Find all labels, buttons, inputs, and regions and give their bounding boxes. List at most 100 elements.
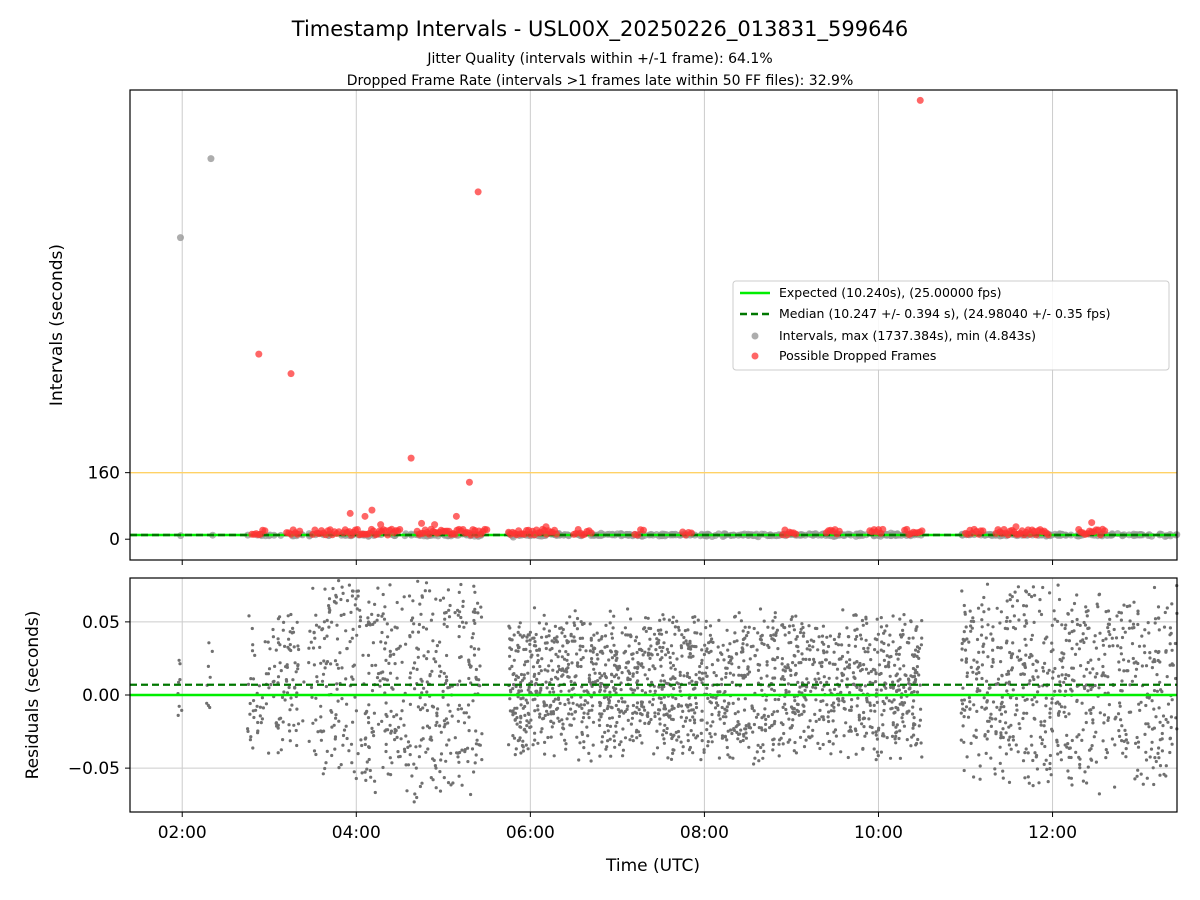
residual-point (1146, 722, 1150, 726)
residual-point (855, 634, 859, 639)
residual-point (425, 657, 429, 661)
residual-point (611, 626, 615, 630)
residual-point (741, 738, 745, 743)
residual-point (595, 653, 599, 657)
residual-point (295, 743, 299, 748)
residual-point (631, 703, 636, 708)
residual-point (756, 631, 760, 635)
residual-point (746, 672, 750, 676)
residual-point (519, 680, 523, 685)
residual-point (1005, 689, 1009, 693)
residual-point (687, 655, 691, 659)
residual-point (511, 687, 515, 691)
residual-point (1026, 775, 1030, 779)
residual-point (718, 717, 722, 721)
residual-point (569, 707, 573, 711)
residual-point (384, 641, 388, 645)
residual-point (855, 660, 859, 664)
residual-point (458, 655, 462, 660)
residual-point (390, 761, 394, 765)
residual-point (976, 606, 981, 610)
residual-point (1084, 667, 1089, 671)
residual-point (705, 647, 709, 651)
residual-point (1136, 768, 1140, 772)
residual-point (786, 682, 791, 686)
residual-point (526, 688, 530, 692)
residual-point (816, 671, 820, 676)
residual-point (393, 625, 397, 629)
residual-point (413, 687, 417, 691)
residual-point (513, 718, 517, 722)
residual-point (964, 705, 969, 709)
residual-point (646, 651, 651, 655)
residual-point (511, 713, 515, 717)
residual-point (860, 722, 864, 726)
residual-point (664, 653, 668, 657)
residual-point (883, 702, 887, 706)
residual-point (1096, 605, 1100, 609)
chart-subtitle-jitter: Jitter Quality (intervals within +/-1 fr… (426, 51, 772, 67)
residual-point (635, 681, 639, 685)
dropped-frame-outlier-point (418, 519, 426, 527)
residual-point (339, 613, 343, 618)
residual-point (574, 674, 578, 678)
residual-point (1119, 718, 1123, 722)
residual-point (978, 764, 982, 768)
residual-point (327, 597, 332, 601)
residual-point (647, 721, 651, 726)
residual-point (548, 690, 552, 694)
residual-point (659, 664, 663, 668)
residual-point (441, 695, 445, 699)
residual-point (1157, 756, 1161, 760)
residual-point (673, 625, 678, 629)
residual-point (680, 654, 684, 658)
residual-point (802, 729, 806, 734)
residual-point (863, 734, 867, 738)
residual-point (358, 615, 363, 619)
residual-point (873, 648, 877, 652)
residual-point (1085, 781, 1089, 785)
residual-point (517, 625, 521, 629)
residual-point (1048, 715, 1052, 719)
residual-point (978, 689, 982, 693)
residual-point (1112, 627, 1116, 632)
residual-point (873, 637, 877, 641)
residual-point (1120, 739, 1124, 743)
residual-point (1094, 760, 1098, 764)
residual-point (1113, 785, 1117, 789)
residual-point (766, 714, 771, 719)
residual-point (756, 662, 760, 667)
residual-point (596, 679, 600, 683)
residual-point (899, 635, 904, 639)
residual-point (529, 718, 533, 722)
residual-point (566, 652, 570, 657)
residual-point (1117, 610, 1121, 615)
residual-point (543, 641, 548, 645)
residual-point (413, 661, 417, 665)
residual-point (538, 715, 542, 719)
residual-point (1075, 642, 1079, 646)
residual-point (381, 592, 385, 597)
residual-point (709, 735, 713, 739)
residual-point (901, 703, 905, 707)
residual-point (1127, 626, 1131, 630)
residual-point (1158, 773, 1162, 777)
residual-point (750, 706, 754, 711)
residual-point (716, 658, 720, 662)
residual-point (360, 771, 364, 775)
residual-point (689, 703, 693, 707)
residual-point (877, 663, 882, 667)
residual-point (623, 700, 627, 704)
residual-point (447, 608, 451, 612)
residual-point (424, 581, 429, 585)
residual-point (539, 669, 543, 673)
residual-point (1027, 682, 1031, 686)
residual-point (812, 657, 816, 662)
residual-point (753, 654, 757, 658)
residual-point (805, 640, 810, 644)
residual-point (526, 633, 530, 637)
residual-point (1000, 674, 1004, 678)
residual-point (999, 736, 1003, 740)
residual-point (276, 617, 280, 621)
residual-point (249, 677, 253, 681)
